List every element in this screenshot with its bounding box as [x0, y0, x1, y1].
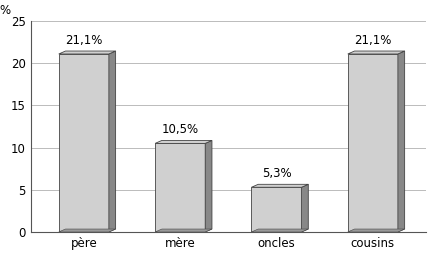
- Text: 21,1%: 21,1%: [354, 34, 392, 47]
- Polygon shape: [59, 51, 116, 54]
- Text: 5,3%: 5,3%: [262, 167, 291, 180]
- Polygon shape: [155, 229, 212, 232]
- Polygon shape: [398, 51, 405, 232]
- Bar: [252, 187, 301, 232]
- Text: 10,5%: 10,5%: [162, 123, 199, 136]
- Polygon shape: [301, 184, 308, 232]
- Bar: [348, 54, 398, 232]
- Bar: [155, 144, 205, 232]
- Polygon shape: [155, 140, 212, 144]
- Text: 21,1%: 21,1%: [65, 34, 102, 47]
- Polygon shape: [205, 140, 212, 232]
- Polygon shape: [252, 229, 308, 232]
- Polygon shape: [348, 229, 405, 232]
- Polygon shape: [109, 51, 116, 232]
- Polygon shape: [59, 229, 116, 232]
- Bar: [59, 54, 109, 232]
- Text: %: %: [0, 4, 10, 17]
- Polygon shape: [348, 51, 405, 54]
- Polygon shape: [252, 184, 308, 187]
